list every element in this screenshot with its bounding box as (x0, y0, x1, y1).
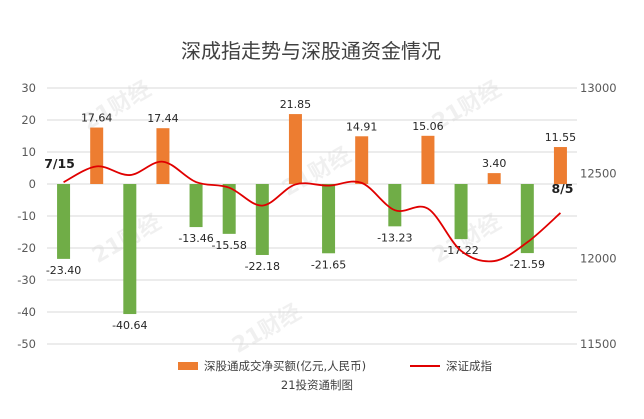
legend-bar-swatch (178, 362, 198, 370)
left-tick-label: -40 (17, 305, 36, 319)
index-line (63, 160, 562, 263)
chart-title: 深成指走势与深股通资金情况 (181, 39, 441, 63)
left-tick-label: -10 (17, 209, 36, 223)
bar-data-label: -21.59 (510, 258, 545, 271)
line-end-labels: 7/15 8/5 (44, 156, 573, 196)
bar-data-label: -23.40 (46, 264, 81, 277)
left-tick-label: 0 (29, 177, 36, 191)
legend-bar-label: 深股通成交净买额(亿元,人民币) (204, 359, 366, 373)
bar-data-label: -15.58 (211, 239, 246, 252)
right-axis: 13000 12500 12000 11500 (580, 81, 617, 351)
bar-data-label: 3.40 (482, 157, 507, 170)
bar (553, 147, 567, 184)
bar (355, 136, 369, 184)
right-tick-label: 12500 (580, 166, 617, 180)
right-tick-label: 12000 (580, 252, 617, 266)
bar-data-label: -40.64 (112, 319, 147, 332)
bar (57, 184, 71, 259)
line-end-label: 8/5 (551, 181, 573, 196)
bar (255, 184, 269, 255)
right-tick-label: 11500 (580, 337, 617, 351)
bar (520, 184, 534, 254)
bar (388, 184, 402, 227)
bar-data-label: 17.44 (147, 112, 179, 125)
bar (421, 135, 435, 184)
bar (156, 128, 170, 184)
left-axis: 30 20 10 0 -10 -20 -30 -40 -50 (17, 81, 36, 351)
left-tick-label: 30 (21, 81, 36, 95)
line-series (63, 160, 562, 263)
bar (123, 184, 137, 315)
left-tick-label: 20 (21, 113, 36, 127)
bar (189, 184, 203, 228)
bar-data-label: 14.91 (346, 120, 378, 133)
bar (288, 114, 302, 184)
bar-data-label: -22.18 (245, 260, 280, 273)
left-tick-label: -20 (17, 241, 36, 255)
line-start-label: 7/15 (44, 156, 75, 171)
bar-data-label: 21.85 (280, 98, 312, 111)
bar-series (57, 114, 567, 315)
bar-data-label: -13.46 (178, 232, 213, 245)
bar (454, 184, 468, 240)
legend-line-label: 深证成指 (446, 359, 492, 373)
bar-data-label: 15.06 (412, 120, 444, 133)
legend: 深股通成交净买额(亿元,人民币) 深证成指 (178, 359, 492, 373)
bar-data-label: 17.64 (81, 112, 113, 125)
bar-data-label: -13.23 (377, 231, 412, 244)
left-tick-label: 10 (21, 145, 36, 159)
bar (222, 184, 236, 234)
watermark-text: 21财经 (78, 76, 156, 136)
bar (90, 127, 104, 184)
watermark-text: 21财经 (228, 299, 306, 359)
left-tick-label: -50 (17, 337, 36, 351)
bar (487, 173, 501, 184)
bar (322, 184, 336, 254)
bar-data-label: -21.65 (311, 258, 346, 271)
right-tick-label: 13000 (580, 81, 617, 95)
bar-data-label: 11.55 (545, 131, 577, 144)
source-note: 21投资通制图 (281, 378, 353, 392)
left-tick-label: -30 (17, 273, 36, 287)
